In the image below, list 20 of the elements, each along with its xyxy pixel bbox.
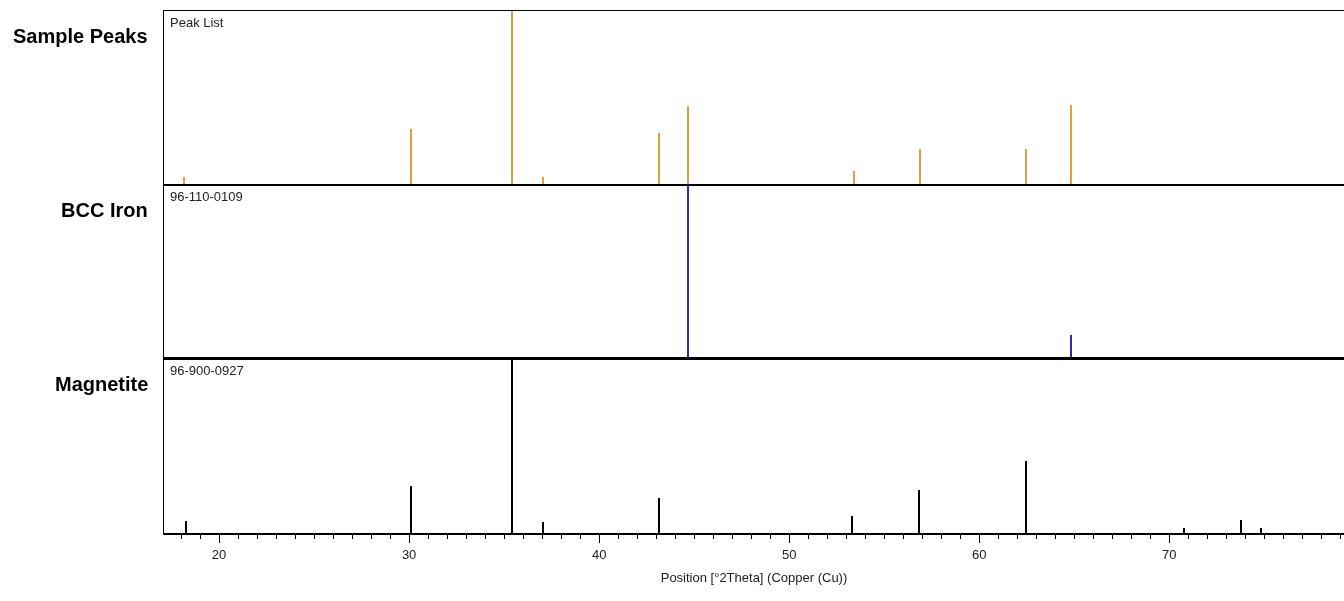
bar xyxy=(853,171,855,185)
x-tick-label: 60 xyxy=(971,546,987,562)
bar xyxy=(919,149,921,185)
y-axis-title: Magnetite xyxy=(55,373,149,395)
annotation: 96-110-0109 xyxy=(170,189,243,204)
annotation: 96-900-0927 xyxy=(170,363,244,378)
x-tick-label: 50 xyxy=(781,546,797,562)
bar xyxy=(511,11,513,185)
y-axis-title: Sample Peaks xyxy=(13,25,148,47)
bar xyxy=(410,129,412,185)
annotation: Peak List xyxy=(170,15,224,30)
y-axis-title: BCC Iron xyxy=(61,199,148,221)
x-tick-label: 40 xyxy=(591,546,607,562)
bar xyxy=(1025,149,1027,185)
bar xyxy=(1070,105,1072,185)
x-tick-label: 30 xyxy=(401,546,417,562)
bar xyxy=(658,133,660,185)
x-axis-title: Position [°2Theta] (Copper (Cu)) xyxy=(660,569,848,585)
x-tick-label: 70 xyxy=(1161,546,1177,562)
x-tick-label: 20 xyxy=(211,546,227,562)
